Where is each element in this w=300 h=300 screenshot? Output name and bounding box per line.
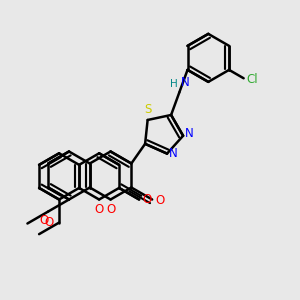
Text: O: O <box>106 203 115 216</box>
Text: S: S <box>144 103 151 116</box>
Text: O: O <box>40 214 49 227</box>
Text: N: N <box>169 147 178 160</box>
Text: O: O <box>44 216 54 229</box>
Text: N: N <box>181 76 190 89</box>
Text: N: N <box>185 127 194 140</box>
Text: Cl: Cl <box>246 73 258 86</box>
Text: O: O <box>143 193 152 206</box>
Text: O: O <box>94 203 104 216</box>
Text: H: H <box>170 79 178 89</box>
Text: O: O <box>155 194 164 208</box>
